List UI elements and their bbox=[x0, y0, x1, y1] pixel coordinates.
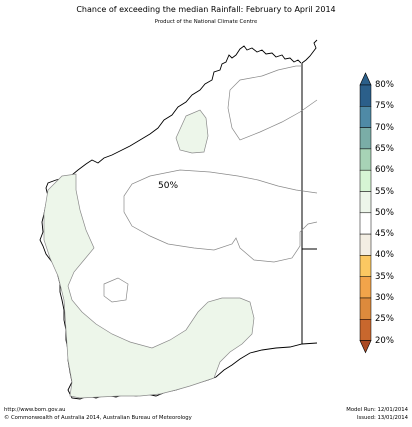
contour-label-50: 50% bbox=[158, 181, 179, 191]
legend-swatch bbox=[359, 169, 372, 192]
legend-arrow-top bbox=[359, 72, 372, 86]
legend-label: 35% bbox=[375, 271, 394, 282]
contour-central bbox=[123, 169, 318, 263]
contour-island bbox=[103, 277, 129, 303]
footer-issued: Issued: 13/01/2014 bbox=[356, 415, 408, 421]
legend-label: 20% bbox=[375, 335, 394, 346]
legend-label: 40% bbox=[375, 250, 394, 261]
contour-northeast bbox=[227, 75, 318, 141]
legend-arrow-bottom bbox=[359, 340, 372, 354]
legend-swatch bbox=[359, 276, 372, 299]
legend-swatch bbox=[359, 127, 372, 150]
legend-label: 75% bbox=[375, 101, 394, 112]
legend-label: 70% bbox=[375, 122, 394, 133]
legend-label: 60% bbox=[375, 165, 394, 176]
footer-model-run: Model Run: 12/01/2014 bbox=[346, 407, 408, 413]
footer-copyright: © Commonwealth of Australia 2014, Austra… bbox=[4, 415, 192, 421]
legend-label: 45% bbox=[375, 229, 394, 240]
legend-label: 50% bbox=[375, 207, 394, 218]
legend-label: 80% bbox=[375, 80, 394, 90]
region-55-north bbox=[175, 109, 209, 154]
legend-label: 65% bbox=[375, 143, 394, 154]
contour-ne-upper bbox=[261, 65, 302, 77]
legend-label: 25% bbox=[375, 314, 394, 325]
legend-swatch bbox=[359, 297, 372, 320]
legend-swatch bbox=[359, 191, 372, 214]
region-55-west-south bbox=[43, 173, 255, 399]
legend-swatch bbox=[359, 106, 372, 128]
legend-label: 55% bbox=[375, 186, 394, 197]
legend-swatch bbox=[359, 319, 372, 341]
legend-label: 30% bbox=[375, 293, 394, 303]
map-subtitle: Product of the National Climate Centre bbox=[154, 19, 258, 25]
legend-swatch bbox=[359, 233, 372, 256]
legend-swatch bbox=[359, 212, 372, 235]
footer-url[interactable]: http://www.bom.gov.au bbox=[4, 407, 66, 413]
map-title: Chance of exceeding the median Rainfall:… bbox=[76, 5, 336, 14]
legend-swatch bbox=[359, 84, 372, 107]
legend-swatch bbox=[359, 148, 372, 171]
legend-colorbar bbox=[359, 72, 372, 354]
legend-swatch bbox=[359, 255, 372, 277]
